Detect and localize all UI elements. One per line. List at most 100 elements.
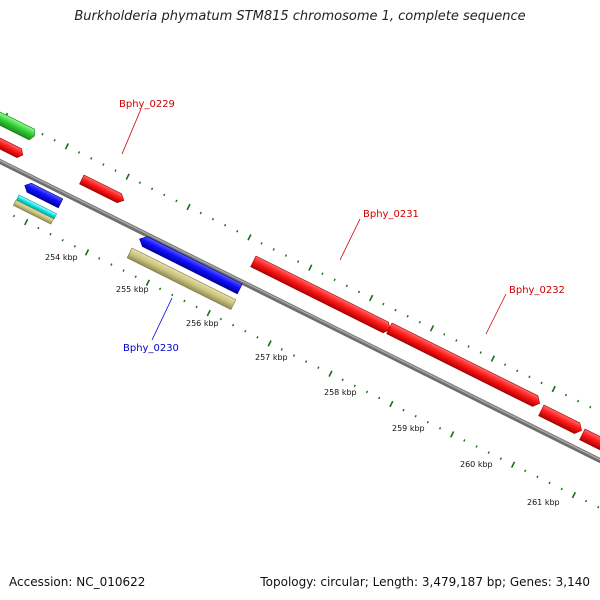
minor-tick [394, 308, 397, 312]
minor-tick [284, 254, 288, 257]
gene-feature-right-2[interactable] [579, 428, 600, 460]
minor-tick [487, 451, 490, 454]
gene-feature-bphy-0229[interactable] [79, 174, 127, 205]
minor-tick [49, 232, 52, 236]
major-tick [206, 309, 211, 317]
minor-tick [90, 157, 93, 160]
minor-tick [321, 272, 324, 276]
major-tick [389, 400, 394, 408]
minor-tick [150, 187, 154, 191]
minor-tick [12, 214, 16, 218]
minor-tick [114, 169, 117, 172]
minor-tick [524, 469, 527, 473]
tick-label-255: 255 kbp [116, 285, 149, 294]
minor-tick [499, 457, 503, 460]
label-leaders [121, 108, 507, 341]
reverse-genes [23, 181, 243, 295]
major-tick [145, 279, 151, 286]
minor-tick [584, 499, 588, 503]
label-bphy-0232[interactable]: Bphy_0232 [509, 285, 565, 296]
gene-feature-reverse-left[interactable] [23, 181, 64, 209]
label-bphy-0230[interactable]: Bphy_0230 [123, 343, 179, 354]
other-features [12, 194, 237, 311]
minor-tick [183, 299, 186, 303]
minor-tick [540, 381, 543, 385]
minor-tick [211, 217, 215, 221]
minor-tick [297, 260, 300, 263]
minor-tick [219, 317, 223, 321]
minor-tick [536, 475, 539, 479]
tick-label-259: 259 kbp [392, 424, 425, 433]
major-tick [490, 355, 496, 362]
minor-tick [345, 284, 348, 288]
misc-feature-main[interactable] [126, 247, 237, 311]
minor-tick [122, 269, 125, 272]
label-bphy-0229[interactable]: Bphy_0229 [119, 99, 175, 110]
leader-bphy-0231 [339, 218, 361, 261]
minor-tick [260, 242, 263, 245]
minor-tick [463, 439, 466, 442]
minor-tick [438, 427, 442, 430]
minor-tick [418, 320, 421, 324]
major-tick [450, 431, 455, 438]
minor-tick [503, 363, 507, 367]
gene-feature-green[interactable] [0, 105, 37, 141]
tick-label-254: 254 kbp [45, 253, 78, 262]
gene-feature-left-edge[interactable] [0, 134, 25, 159]
minor-tick [317, 366, 320, 369]
minor-tick [305, 360, 308, 363]
tick-labels: 254 kbp 255 kbp 256 kbp 257 kbp 258 kbp … [45, 253, 560, 507]
minor-tick [73, 245, 76, 248]
label-bphy-0231[interactable]: Bphy_0231 [363, 209, 419, 220]
misc-feature-left[interactable] [12, 199, 54, 225]
minor-tick [280, 348, 283, 351]
inner-tick-track [12, 214, 600, 509]
minor-tick [199, 211, 202, 215]
major-tick [247, 234, 252, 241]
major-tick [267, 340, 272, 347]
minor-tick [576, 399, 580, 403]
outer-tick-track [3, 112, 592, 409]
major-tick [551, 385, 556, 393]
minor-tick [443, 333, 446, 336]
minor-tick [479, 351, 482, 354]
minor-tick [37, 226, 40, 230]
gene-feature-bphy-0231[interactable] [250, 255, 393, 335]
minor-tick [77, 151, 81, 154]
leader-bphy-0229 [121, 108, 142, 155]
major-tick [328, 370, 333, 377]
minor-tick [564, 393, 568, 397]
major-tick [24, 218, 29, 226]
gene-labels: Bphy_0229 Bphy_0231 Bphy_0232 Bphy_0230 [119, 99, 565, 354]
minor-tick [426, 420, 429, 424]
major-tick [571, 491, 577, 499]
gene-feature-bphy-0230[interactable] [137, 234, 243, 295]
minor-tick [163, 193, 166, 197]
minor-tick [548, 481, 551, 485]
tick-label-258: 258 kbp [324, 388, 357, 397]
minor-tick [560, 487, 563, 491]
major-tick [510, 461, 516, 468]
minor-tick [98, 257, 101, 260]
minor-tick [236, 229, 239, 233]
minor-tick [589, 405, 592, 409]
minor-tick [223, 223, 227, 227]
minor-tick [231, 323, 235, 327]
minor-tick [455, 339, 458, 342]
tick-label-260: 260 kbp [460, 460, 493, 469]
gene-feature-bphy-0232[interactable] [386, 322, 543, 409]
major-tick [429, 325, 435, 332]
tick-label-257: 257 kbp [255, 353, 288, 362]
major-tick [125, 173, 130, 180]
minor-tick [53, 138, 56, 142]
minor-tick [171, 293, 174, 297]
minor-tick [110, 263, 113, 266]
minor-tick [41, 132, 44, 136]
minor-tick [102, 163, 105, 166]
minor-tick [333, 278, 336, 282]
gene-feature-right-1[interactable] [538, 404, 585, 436]
minor-tick [256, 336, 259, 339]
minor-tick [516, 369, 519, 373]
major-tick [84, 249, 90, 256]
